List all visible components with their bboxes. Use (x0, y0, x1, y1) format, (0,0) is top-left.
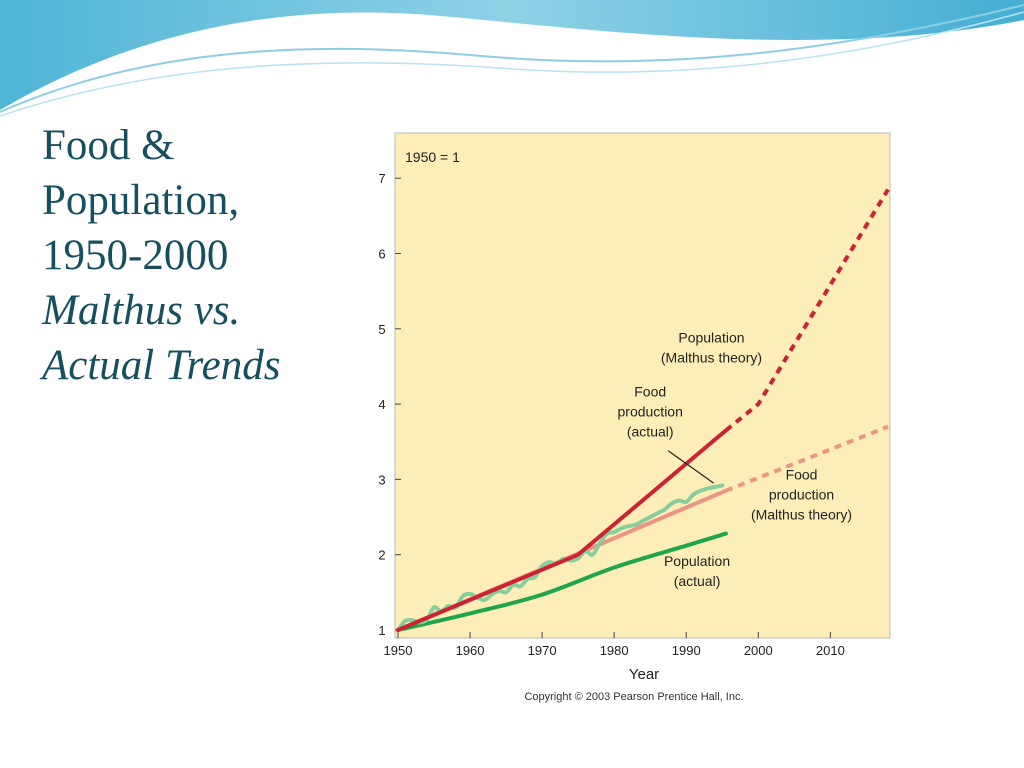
label-line: Population (678, 329, 744, 345)
x-tick-label: 1950 (384, 643, 413, 658)
y-tick-label: 1 (378, 623, 385, 638)
label-line: (actual) (627, 424, 674, 440)
subtitle-line: Malthus vs. (42, 287, 241, 334)
title-line: Population, (42, 177, 240, 224)
food-malthus-projection-line (725, 424, 889, 493)
y-tick-label: 6 (378, 246, 385, 261)
label-line: Food (634, 384, 666, 400)
y-tick-label: 3 (378, 472, 385, 487)
population-malthus-projection-line (724, 188, 890, 432)
base-year-note: 1950 = 1 (405, 149, 460, 165)
copyright-text: Copyright © 2003 Pearson Prentice Hall, … (524, 691, 743, 703)
title-line: 1950-2000 (42, 232, 229, 279)
x-tick-label: 1960 (456, 643, 485, 658)
label-line: (Malthus theory) (661, 349, 762, 365)
slide-title: Food & Population, 1950-2000 Malthus vs.… (42, 118, 362, 393)
x-axis-title: Year (629, 666, 659, 683)
food-population-chart: 1 2 3 4 5 6 7 1950 1960 1970 1980 1990 2000 2010 Popu… (378, 132, 891, 703)
label-line: production (769, 486, 834, 502)
subtitle-line: Actual Trends (42, 342, 281, 389)
food-actual-label: Food production (actual) (618, 384, 683, 440)
plot-background (394, 132, 891, 639)
label-line: Food (786, 466, 818, 482)
x-tick-label: 1970 (528, 643, 557, 658)
population-malthus-line (396, 428, 728, 632)
y-tick-label: 7 (378, 171, 385, 186)
population-actual-label: Population (actual) (664, 553, 730, 589)
x-tick-label: 2000 (744, 643, 773, 658)
title-line: Food & (42, 122, 175, 169)
y-tick-label: 2 (378, 548, 385, 563)
y-tick-label: 4 (378, 397, 385, 412)
label-line: Population (664, 553, 730, 569)
label-pointer (667, 450, 714, 484)
x-tick-label: 1990 (672, 643, 701, 658)
population-actual-line (396, 531, 728, 632)
header-wave (0, 0, 1024, 117)
x-tick-label: 1980 (600, 643, 629, 658)
x-tick-label: 2010 (816, 643, 845, 658)
chart-panel: 1 2 3 4 5 6 7 1950 1960 1970 1980 1990 2000 2010 Popu… (372, 130, 892, 710)
population-malthus-label: Population (Malthus theory) (661, 329, 762, 365)
label-line: (actual) (674, 573, 721, 589)
y-tick-label: 5 (378, 322, 385, 337)
food-malthus-label: Food production (Malthus theory) (751, 466, 852, 522)
label-line: (Malthus theory) (751, 506, 852, 522)
label-line: production (618, 404, 683, 420)
